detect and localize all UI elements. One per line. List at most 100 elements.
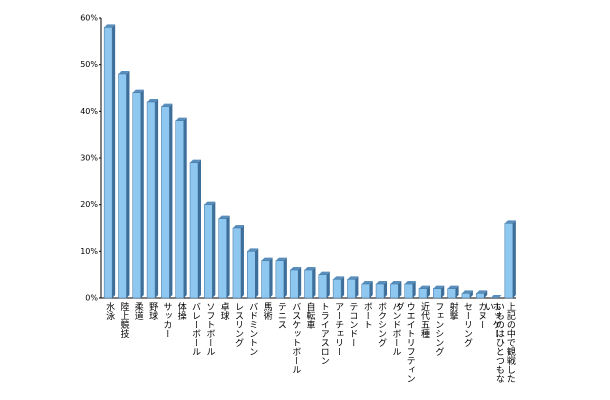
y-tick-label: 60% bbox=[80, 14, 98, 23]
bar-top bbox=[418, 285, 430, 289]
bar-top bbox=[147, 99, 159, 102]
bar-top bbox=[347, 276, 359, 280]
bar-top bbox=[290, 267, 302, 270]
y-tick-label: 10% bbox=[80, 247, 98, 256]
bar bbox=[261, 260, 270, 299]
x-tick-label: アーチェリー bbox=[333, 302, 344, 356]
x-tick-label: ボート bbox=[361, 302, 372, 329]
x-tick-label: 柔道 bbox=[132, 302, 143, 320]
bar bbox=[390, 283, 399, 299]
x-tick-label: カヌー bbox=[476, 302, 487, 329]
bar-side bbox=[226, 215, 230, 298]
x-tick-label: 卓球 bbox=[218, 302, 229, 320]
bar-top bbox=[304, 267, 316, 270]
bar bbox=[247, 251, 256, 299]
bar-side bbox=[412, 281, 416, 298]
x-tick-label: 陸上競技 bbox=[118, 302, 129, 338]
x-tick-label: 水泳 bbox=[104, 302, 115, 320]
bar bbox=[118, 73, 127, 299]
bar-side bbox=[269, 257, 273, 298]
bar bbox=[146, 101, 156, 299]
x-tick-label: 上記の中で観戦したいものはひとつもない bbox=[482, 302, 515, 383]
bar-top bbox=[447, 285, 459, 289]
bar-top bbox=[247, 248, 259, 252]
bar bbox=[318, 274, 328, 299]
bar-side bbox=[140, 89, 144, 299]
bar-side bbox=[455, 285, 459, 298]
bar bbox=[175, 120, 184, 299]
bar-side bbox=[126, 71, 130, 298]
x-tick-label: ホッケー bbox=[490, 302, 501, 338]
bar-top bbox=[118, 71, 130, 74]
x-tick-label: セーリング bbox=[461, 302, 472, 347]
bar bbox=[218, 218, 227, 299]
bar bbox=[275, 260, 285, 299]
x-tick-label: ボクシング bbox=[376, 302, 387, 347]
bar-side bbox=[355, 276, 359, 298]
bar-side bbox=[198, 159, 202, 298]
bar bbox=[132, 92, 142, 299]
bar-top bbox=[504, 220, 516, 224]
bar-side bbox=[512, 220, 516, 298]
bar-side bbox=[183, 117, 187, 299]
x-tick-label: ウエイトリフティング bbox=[393, 302, 415, 383]
bar bbox=[232, 227, 242, 299]
x-tick-label: テニス bbox=[275, 302, 286, 329]
bar-top bbox=[433, 285, 445, 289]
bar-top bbox=[461, 290, 473, 294]
bar-side bbox=[369, 281, 373, 298]
bar bbox=[304, 269, 313, 299]
y-tick-label: 30% bbox=[80, 154, 98, 163]
bar bbox=[347, 279, 356, 299]
y-tick-label: 20% bbox=[80, 200, 98, 209]
x-tick-label: 射撃 bbox=[447, 302, 458, 320]
bar-top bbox=[390, 281, 402, 284]
x-tick-label: トライアスロン bbox=[318, 302, 329, 365]
bar-top bbox=[376, 281, 388, 284]
bar-top bbox=[218, 215, 230, 219]
x-tick-label: バスケットボール bbox=[290, 302, 301, 374]
x-tick-label: フェンシング bbox=[433, 302, 444, 356]
bar-side bbox=[155, 99, 159, 298]
x-tick-label: 自転車 bbox=[304, 302, 315, 329]
bar-side bbox=[469, 290, 473, 298]
y-tick-label: 0% bbox=[85, 294, 98, 303]
x-tick-label: 馬術 bbox=[261, 302, 272, 320]
bar-side bbox=[169, 103, 173, 299]
bar bbox=[189, 162, 199, 299]
bar-side bbox=[398, 281, 402, 298]
bar bbox=[103, 27, 113, 299]
bar-top bbox=[261, 257, 273, 261]
bar bbox=[332, 279, 342, 299]
bar-side bbox=[341, 276, 345, 298]
y-tick-label: 40% bbox=[80, 107, 98, 116]
bar-top bbox=[104, 24, 116, 28]
bar bbox=[418, 288, 428, 299]
bar-side bbox=[384, 281, 388, 298]
bar-top bbox=[161, 103, 173, 107]
bar-top bbox=[490, 295, 502, 298]
x-tick-label: ソフトボール bbox=[204, 302, 215, 356]
bar-side bbox=[255, 248, 259, 298]
bar bbox=[375, 283, 385, 299]
bar-side bbox=[212, 201, 216, 298]
bar-top bbox=[232, 225, 244, 228]
x-tick-label: バドミントン bbox=[247, 302, 258, 356]
bar-side bbox=[484, 290, 488, 298]
y-tick-label: 50% bbox=[80, 60, 98, 69]
bar bbox=[289, 269, 299, 299]
x-tick-label: テコンドー bbox=[347, 302, 358, 347]
bar-top bbox=[318, 271, 330, 275]
bar-side bbox=[441, 285, 445, 298]
bar bbox=[447, 288, 456, 299]
bar bbox=[161, 106, 170, 299]
bar-top bbox=[275, 257, 287, 261]
bar bbox=[361, 283, 370, 299]
bar-side bbox=[312, 267, 316, 298]
bar bbox=[404, 283, 413, 299]
bar-top bbox=[175, 117, 187, 121]
bar bbox=[475, 293, 485, 299]
bar-side bbox=[240, 225, 244, 298]
x-tick-label: バレーボール bbox=[190, 302, 201, 356]
